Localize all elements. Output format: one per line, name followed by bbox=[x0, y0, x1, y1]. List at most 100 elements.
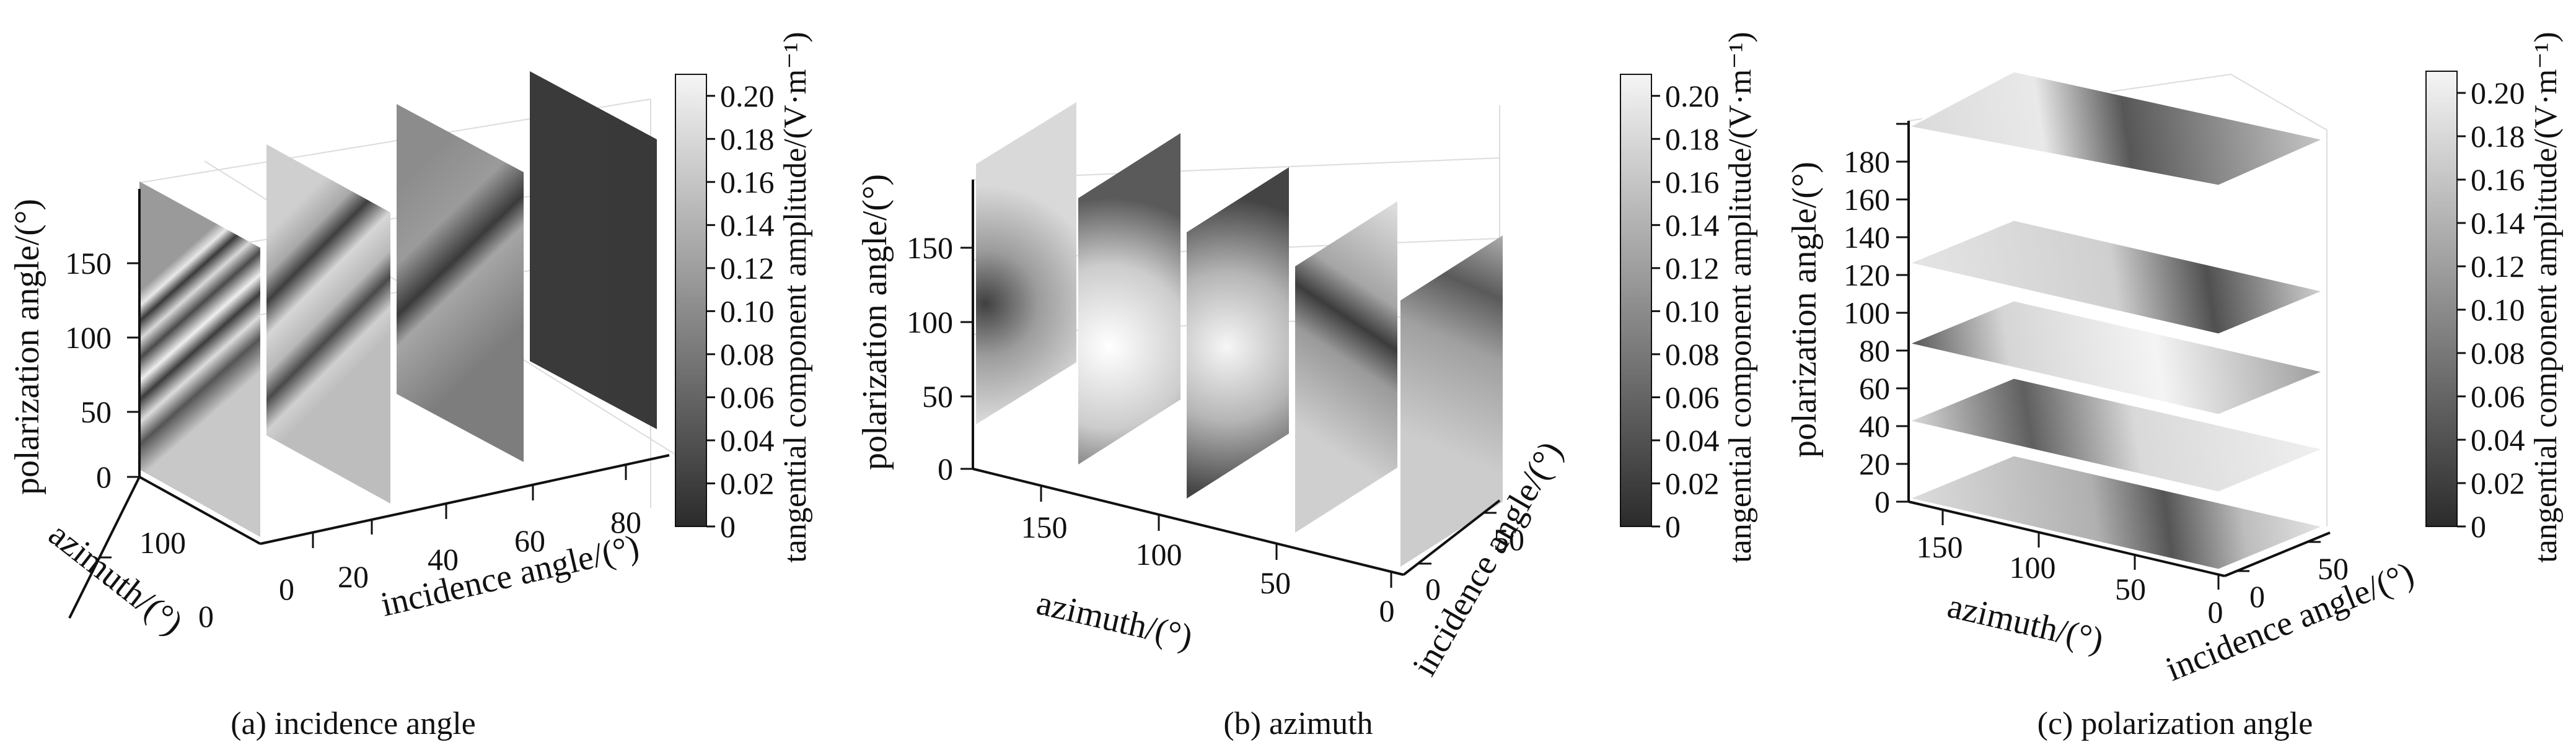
tick-label: 150 bbox=[65, 246, 112, 281]
colorbar-tick-label: 0.02 bbox=[720, 466, 775, 500]
colorbar-tick-label: 0.06 bbox=[2471, 379, 2525, 414]
layer-polarization-0 bbox=[1906, 454, 2327, 571]
colorbar-tick-label: 0.12 bbox=[720, 251, 775, 286]
tick-label: 160 bbox=[1844, 182, 1890, 217]
colorbar-tick-label: 0.08 bbox=[1665, 337, 1720, 372]
panel-b-ticks bbox=[961, 247, 1497, 588]
colorbar-tick-label: 0.10 bbox=[2471, 292, 2525, 327]
colorbar-tick-label: 0.14 bbox=[720, 207, 775, 242]
tick-label: 140 bbox=[1844, 220, 1890, 255]
colorbar-tick-label: 0.04 bbox=[720, 423, 775, 458]
slice-incidence-60 bbox=[397, 104, 524, 462]
tick-label: 100 bbox=[139, 525, 186, 560]
colorbar-label: tangential component amplitude/(V·m⁻¹) bbox=[778, 32, 813, 562]
panel-c-ticks bbox=[1896, 123, 2321, 590]
tick-label: 100 bbox=[1136, 537, 1182, 572]
tick-label: 0 bbox=[938, 452, 953, 486]
tick-label: 40 bbox=[1859, 409, 1890, 443]
tick-label: 50 bbox=[1493, 522, 1524, 557]
slice-azimuth-135 bbox=[1078, 133, 1180, 465]
panel-b: 0 50 100 150 150 100 50 0 0 50 polarizat… bbox=[856, 32, 1758, 741]
tick-label: 150 bbox=[907, 230, 953, 265]
tick-label: 120 bbox=[1844, 258, 1890, 292]
tick-label: 20 bbox=[1859, 447, 1890, 481]
colorbar-label: tangential component amplitude/(V·m⁻¹) bbox=[1723, 32, 1758, 562]
colorbar-tick-label: 0.12 bbox=[1665, 251, 1720, 286]
panel-a: 0 50 100 150 0 20 40 60 80 0 100 polariz… bbox=[8, 32, 813, 741]
colorbar-tick-label: 0.10 bbox=[720, 294, 775, 328]
slice-azimuth-45 bbox=[1295, 201, 1397, 533]
colorbar-tick-label: 0.14 bbox=[2471, 206, 2525, 240]
axis-label-polarization: polarization angle/(°) bbox=[856, 174, 894, 470]
colorbar-tick-label: 0.06 bbox=[1665, 380, 1720, 414]
colorbar-tick-label: 0.08 bbox=[720, 337, 775, 372]
panel-c-axes bbox=[1907, 121, 2331, 577]
tick-label: 20 bbox=[338, 559, 369, 594]
layer-polarization-180 bbox=[1906, 70, 2327, 187]
slice-incidence-90 bbox=[530, 71, 657, 429]
tick-label: 150 bbox=[1021, 510, 1068, 544]
colorbar-tick-label: 0.04 bbox=[1665, 423, 1720, 458]
tick-label: 180 bbox=[1844, 144, 1890, 179]
colorbar-tick-label: 0.20 bbox=[2471, 76, 2525, 110]
panel-a-axes bbox=[68, 189, 670, 619]
colorbar-tick-label: 0.18 bbox=[2471, 119, 2525, 154]
colorbar-tick-label: 0.04 bbox=[2471, 422, 2525, 457]
colorbar-b: 0 0.02 0.04 0.06 0.08 0.10 0.12 0.14 0.16 0.18 0.2… bbox=[1620, 32, 1758, 563]
tick-label: 40 bbox=[428, 542, 459, 577]
tick-label: 0 bbox=[198, 599, 214, 634]
tick-label: 0 bbox=[2249, 579, 2265, 614]
panel-c-tick-labels: 0 20 40 60 80 100 120 140 160 180 150 10… bbox=[1844, 144, 2349, 629]
slice-azimuth-0 bbox=[1400, 235, 1503, 567]
colorbar-tick-label: 0.18 bbox=[720, 121, 775, 156]
layer-polarization-135 bbox=[1906, 219, 2327, 336]
caption-a: (a) incidence angle bbox=[231, 706, 476, 741]
colorbar-tick-label: 0.16 bbox=[2471, 162, 2525, 197]
slice-incidence-30 bbox=[266, 144, 390, 504]
colorbar-tick-label: 0.16 bbox=[1665, 165, 1720, 199]
panel-c: 0 20 40 60 80 100 120 140 160 180 150 10… bbox=[1785, 32, 2564, 741]
layer-polarization-45 bbox=[1906, 377, 2327, 494]
tick-label: 0 bbox=[96, 460, 112, 494]
colorbar-a: 0 0.02 0.04 0.06 0.08 0.10 0.12 0.14 0.16 0.18 0.2… bbox=[675, 32, 813, 563]
colorbar-tick-label: 0.02 bbox=[2471, 466, 2525, 500]
panel-b-axes bbox=[972, 180, 1501, 576]
axis-label-polarization: polarization angle/(°) bbox=[1785, 162, 1824, 458]
tick-label: 100 bbox=[65, 320, 112, 355]
caption-b: (b) azimuth bbox=[1223, 706, 1373, 741]
colorbar-gradient bbox=[2425, 71, 2458, 527]
tick-label: 100 bbox=[2010, 550, 2056, 585]
colorbar-tick-label: 0 bbox=[2471, 509, 2486, 544]
tick-label: 80 bbox=[610, 505, 641, 539]
tick-label: 50 bbox=[2115, 572, 2146, 606]
colorbar-tick-label: 0.20 bbox=[720, 79, 775, 113]
axis-label-polarization: polarization angle/(°) bbox=[8, 199, 46, 495]
colorbar-tick-label: 0.06 bbox=[720, 380, 775, 414]
colorbar-tick-label: 0 bbox=[1665, 509, 1681, 544]
tick-label: 150 bbox=[1917, 530, 1963, 564]
slice-incidence-0 bbox=[139, 181, 260, 537]
colorbar-gradient bbox=[675, 74, 707, 527]
colorbar-tick-label: 0.14 bbox=[1665, 207, 1720, 242]
colorbar-tick-label: 0.08 bbox=[2471, 336, 2525, 370]
tick-label: 50 bbox=[2318, 551, 2349, 586]
panel-a-ticks bbox=[99, 262, 627, 559]
tick-label: 0 bbox=[1379, 593, 1395, 628]
colorbar-tick-label: 0.18 bbox=[1665, 121, 1720, 156]
colorbar-gradient bbox=[1620, 74, 1652, 527]
colorbar-tick-label: 0.16 bbox=[720, 165, 775, 199]
tick-label: 0 bbox=[1875, 484, 1890, 519]
panel-b-tick-labels: 0 50 100 150 150 100 50 0 0 50 bbox=[907, 230, 1524, 628]
tick-label: 0 bbox=[2208, 595, 2223, 629]
axis-label-azimuth: azimuth/(°) bbox=[1944, 587, 2107, 660]
tick-label: 60 bbox=[1859, 371, 1890, 406]
colorbar-c: 0 0.02 0.04 0.06 0.08 0.10 0.12 0.14 0.16 0.18 0.2… bbox=[2425, 32, 2564, 563]
axis-label-incidence: incidence angle/(°) bbox=[377, 528, 643, 624]
slice-azimuth-180 bbox=[976, 102, 1076, 424]
tick-label: 100 bbox=[907, 305, 953, 339]
tick-label: 60 bbox=[514, 523, 545, 558]
slice-azimuth-90 bbox=[1187, 167, 1289, 499]
axis-label-incidence: incidence angle/(°) bbox=[2161, 554, 2419, 689]
panel-a-tick-labels: 0 50 100 150 0 20 40 60 80 0 100 bbox=[65, 246, 641, 634]
tick-label: 100 bbox=[1844, 295, 1890, 330]
